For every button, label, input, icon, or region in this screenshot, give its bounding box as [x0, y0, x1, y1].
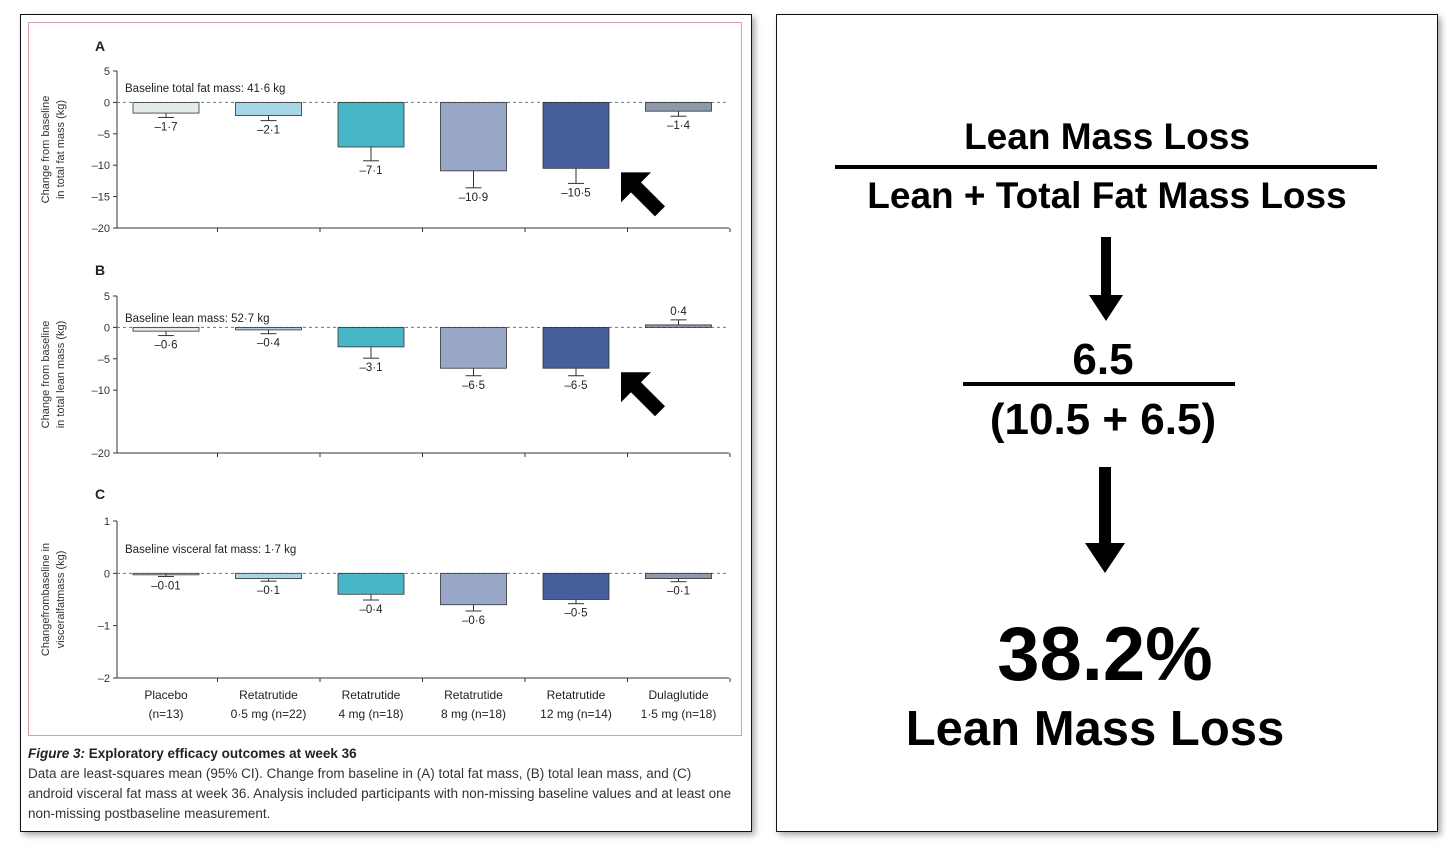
x-category-sublabel: 12 mg (n=14) [540, 707, 612, 721]
bar [440, 572, 507, 606]
bar [337, 102, 405, 148]
y-axis-label: Change from baseline [40, 96, 52, 204]
y-tick-label: 5 [104, 66, 110, 78]
numerator-label: Lean Mass Loss [964, 116, 1250, 157]
value-label: –6·5 [462, 380, 485, 392]
figure-panel [20, 14, 752, 832]
bar [235, 572, 302, 579]
y-tick-label: –10 [92, 385, 110, 397]
y-tick-label: –5 [98, 129, 110, 141]
value-label: –0·6 [462, 615, 485, 627]
value-label: –0·1 [257, 585, 280, 597]
y-axis-label: visceralfatmass (kg) [55, 551, 67, 649]
x-category-sublabel: 8 mg (n=18) [441, 707, 506, 721]
y-axis-label: Changefrombaseline in [40, 543, 52, 656]
bar [440, 102, 507, 172]
value-label: –0·5 [564, 608, 587, 620]
y-axis-label: in total lean mass (kg) [55, 321, 67, 429]
bar [645, 572, 712, 579]
bar [132, 102, 200, 114]
result-value: 38.2% [997, 612, 1213, 697]
x-category-label: Placebo [144, 688, 188, 702]
y-tick-label: –20 [92, 448, 110, 460]
value-label: –1·7 [154, 121, 177, 133]
baseline-label: Baseline visceral fat mass: 1·7 kg [125, 544, 296, 556]
y-axis-label: Change from baseline [40, 321, 52, 429]
value-label: –0·01 [151, 580, 180, 592]
panel-letter-B: B [95, 262, 105, 278]
pointer-arrow-shape [621, 372, 665, 417]
pointer-arrow-icon [621, 372, 665, 417]
y-tick-label: 0 [104, 322, 110, 334]
numerator-value: 6.5 [1072, 335, 1134, 384]
bar [645, 324, 712, 328]
pointer-arrow-shape [621, 172, 665, 217]
y-axis-label: in total fat mass (kg) [55, 100, 67, 199]
x-category-label: Retatrutide [239, 688, 298, 702]
calculation-panel: Lean Mass Loss Lean + Total Fat Mass Los… [776, 14, 1438, 832]
panel-letter-C: C [95, 486, 105, 502]
x-category-label: Retatrutide [342, 688, 401, 702]
bar [542, 326, 610, 369]
bar [337, 326, 405, 348]
y-tick-label: 0 [104, 568, 110, 580]
x-category-sublabel: 0·5 mg (n=22) [231, 707, 307, 721]
x-category-sublabel: 4 mg (n=18) [338, 707, 403, 721]
y-tick-label: 1 [104, 516, 110, 528]
bar [542, 572, 610, 600]
fraction-line-top [835, 165, 1377, 169]
baseline-label: Baseline lean mass: 52·7 kg [125, 313, 269, 325]
value-label: –0·4 [359, 604, 383, 616]
panel-letter-A: A [95, 38, 105, 54]
bar [440, 326, 507, 369]
bar [235, 102, 302, 116]
value-label: –10·9 [459, 192, 488, 204]
value-label: –2·1 [257, 125, 280, 137]
x-category-label: Retatrutide [444, 688, 503, 702]
x-category-label: Dulaglutide [648, 688, 708, 702]
bar [235, 326, 302, 331]
value-label: –0·4 [257, 338, 281, 350]
figure-caption: Figure 3: Exploratory efficacy outcomes … [28, 744, 740, 824]
bar [542, 102, 610, 169]
bar [132, 326, 200, 332]
caption-body: Data are least-squares mean (95% CI). Ch… [28, 766, 732, 821]
value-label: –6·5 [564, 380, 587, 392]
y-tick-label: –20 [92, 223, 110, 235]
value-label: –10·5 [561, 187, 590, 199]
value-label: –7·1 [359, 165, 382, 177]
value-label: –3·1 [359, 362, 382, 374]
value-label: –0·6 [154, 340, 177, 352]
y-tick-label: –1 [98, 621, 110, 633]
baseline-label: Baseline total fat mass: 41·6 kg [125, 83, 285, 95]
y-tick-label: 0 [104, 97, 110, 109]
down-arrow-icon [1089, 237, 1123, 321]
x-category-sublabel: 1·5 mg (n=18) [641, 707, 717, 721]
bar [337, 572, 405, 595]
denominator-label: Lean + Total Fat Mass Loss [867, 175, 1347, 216]
x-category-sublabel: (n=13) [148, 707, 183, 721]
y-tick-label: –10 [92, 160, 110, 172]
y-tick-label: 5 [104, 291, 110, 303]
pointer-arrow-icon [621, 172, 665, 217]
x-category-label: Retatrutide [547, 688, 606, 702]
y-tick-label: –15 [92, 192, 110, 204]
down-arrow-icon [1085, 467, 1125, 573]
value-label: 0·4 [670, 306, 687, 318]
value-label: –0·1 [667, 586, 690, 598]
y-tick-label: –2 [98, 673, 110, 685]
denominator-value: (10.5 + 6.5) [989, 395, 1217, 444]
result-label: Lean Mass Loss [905, 702, 1285, 756]
value-label: –1·4 [667, 120, 691, 132]
fraction-line-bottom [963, 382, 1235, 386]
bar [645, 102, 712, 112]
caption-title: Figure 3: Exploratory efficacy outcomes … [28, 746, 357, 761]
figure-frame: A 5 0 –5 –10 –15 –20 Change from baseline in tot… [28, 22, 742, 736]
y-tick-label: –5 [98, 354, 110, 366]
